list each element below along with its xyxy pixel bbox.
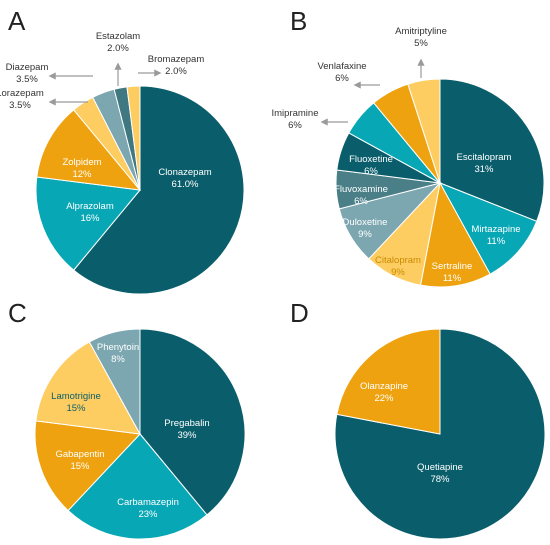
- slice-label-amitriptyline: Amitriptyline 5%: [395, 26, 447, 49]
- pie-slice-sertraline: [419, 181, 491, 288]
- pie-slice-zolpidem: [36, 109, 142, 191]
- slice-label-citalopram: Citalopram 9%: [375, 255, 421, 278]
- slice-label-carbamazepin: Carbamazepin 23%: [117, 497, 179, 520]
- pie-slice-phenytoin: [88, 328, 141, 435]
- slice-label-alprazolam: Alprazolam 16%: [66, 201, 114, 224]
- slice-label-olanzapine: Olanzapine 22%: [360, 381, 408, 404]
- slice-label-mirtazapine: Mirtazapine 11%: [471, 224, 520, 247]
- panel-letter-c: C: [8, 298, 27, 328]
- slice-label-sertraline: Sertraline 11%: [432, 261, 473, 284]
- pie-chart-c: Pregabalin 39% Carbamazepin 23% Gabapentin 15…: [34, 328, 246, 540]
- pie-chart-d: Quetiapine 78% Olanzapine 22%: [334, 328, 546, 540]
- slice-label-bromazepam: Bromazepam 2.0%: [148, 54, 205, 77]
- panel-letter-a: A: [8, 6, 26, 36]
- slice-label-phenytoin: Phenytoin 8%: [97, 342, 139, 365]
- panel-letter-d: D: [290, 298, 309, 328]
- pie-chart-b: Escitalopram 31% Mirtazapine 11% Sertraline 1…: [272, 26, 545, 288]
- pie-slice-clonazepam: [73, 85, 245, 295]
- pie-slice-mirtazapine: [438, 182, 538, 275]
- pie-chart-a: Clonazepam 61.0% Alprazolam 16% Zolpidem 12% L…: [0, 31, 245, 295]
- slice-label-fluvoxamine: Fluvoxamine 6%: [334, 184, 388, 207]
- slice-label-duloxetine: Duloxetine 9%: [343, 217, 388, 240]
- pie-slice-alprazolam: [35, 176, 141, 271]
- slice-label-estazolam: Estazolam 2.0%: [96, 31, 140, 54]
- panel-letter-b: B: [290, 6, 307, 36]
- slice-label-fluoxetine: Fluoxetine 6%: [349, 154, 393, 177]
- slice-label-lamotrigine: Lamotrigine 15%: [51, 391, 101, 414]
- slice-label-gabapentin: Gabapentin 15%: [55, 449, 104, 472]
- pie-slice-bromazepam: [126, 85, 141, 191]
- slice-label-quetiapine: Quetiapine 78%: [417, 462, 463, 485]
- pie-slice-olanzapine: [336, 328, 441, 435]
- slice-label-escitalopram: Escitalopram 31%: [457, 152, 512, 175]
- pie-slice-amitriptyline: [407, 78, 441, 184]
- slice-label-zolpidem: Zolpidem 12%: [62, 157, 101, 180]
- slice-label-venlafaxine: Venlafaxine 6%: [317, 61, 366, 84]
- slice-label-lorazepam: Lorazepam 3.5%: [0, 88, 44, 111]
- pie-slice-carbamazepin: [67, 433, 208, 540]
- slice-label-diazepam: Diazepam 3.5%: [6, 62, 49, 85]
- slice-label-imipramine: Imipramine 6%: [272, 108, 319, 131]
- slice-label-clonazepam: Clonazepam 61.0%: [158, 167, 211, 190]
- pie-slice-gabapentin: [34, 420, 142, 512]
- pie-slice-pregabalin: [139, 328, 246, 516]
- slice-label-pregabalin: Pregabalin 39%: [164, 418, 209, 441]
- pie-slice-lamotrigine: [35, 341, 141, 435]
- pie-slice-escitalopram: [439, 78, 545, 222]
